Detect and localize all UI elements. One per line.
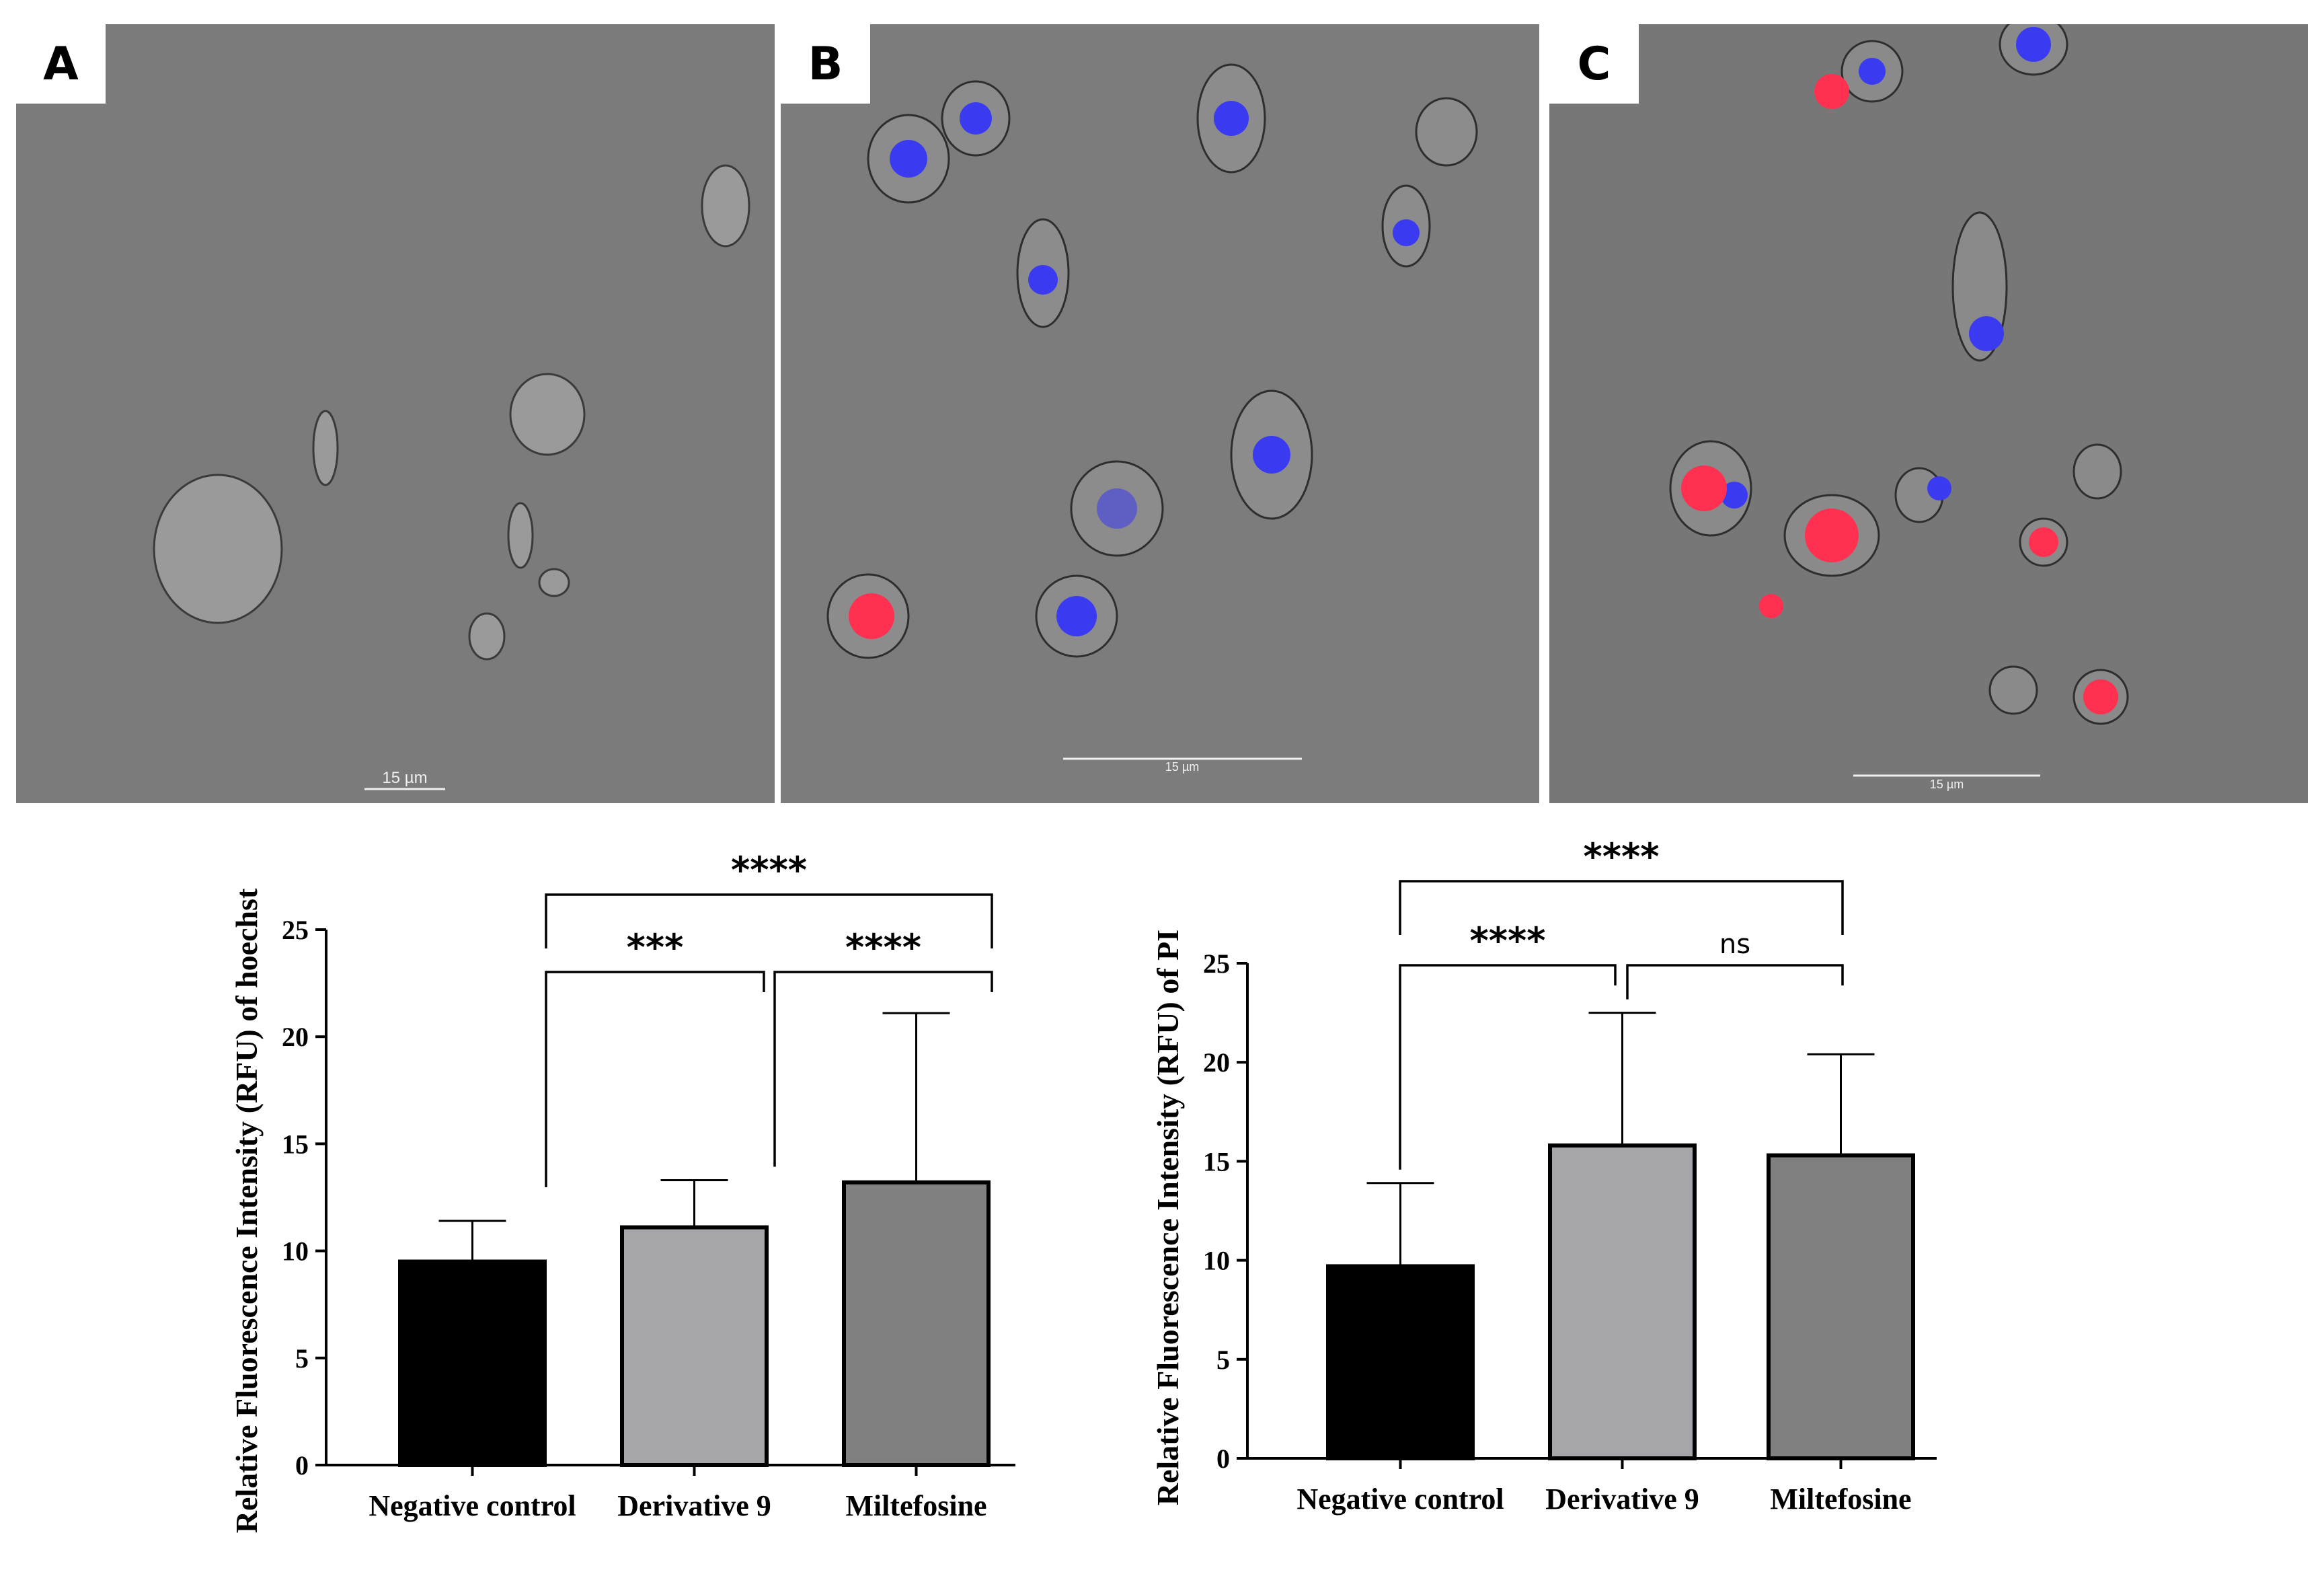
hoechst-bar-chart: Relative Fluorescence Intensity (RFU) of… <box>229 849 1015 1533</box>
y-tick-label: 15 <box>1203 1146 1230 1176</box>
hoechst-stained-nuclei <box>890 101 1420 636</box>
error-bar <box>1366 1182 1434 1267</box>
x-tick-label: Miltefosine <box>845 1489 986 1522</box>
y-tick-label: 15 <box>282 1129 309 1159</box>
micrograph-image-b: 15 µm <box>781 24 1539 803</box>
bracket-line <box>1399 880 1844 935</box>
error-bar <box>882 1012 950 1183</box>
x-tick-label: Derivative 9 <box>617 1489 771 1522</box>
y-tick-label: 25 <box>1203 948 1230 979</box>
bracket-line <box>1399 964 1617 1170</box>
scale-bar-label-b: 15 µm <box>1165 760 1199 774</box>
bar <box>1548 1143 1697 1460</box>
pi-stained-nuclei <box>1681 74 2118 714</box>
y-tick-label: 10 <box>282 1236 309 1267</box>
error-bar <box>1588 1012 1656 1146</box>
y-axis-label: Relative Fluorescence Intensity (RFU) of… <box>229 888 264 1533</box>
x-tick-label: Negative control <box>1296 1483 1504 1516</box>
bar <box>620 1225 769 1467</box>
significance-bracket: **** <box>545 849 993 948</box>
significance-bracket: *** <box>545 926 765 1187</box>
significance-label: ns <box>1719 929 1750 960</box>
significance-bracket: ns <box>1626 929 1844 1000</box>
pi-stained-nuclei <box>849 593 894 639</box>
x-tick-label: Negative control <box>369 1489 576 1522</box>
error-bar <box>438 1220 506 1262</box>
bar <box>842 1180 991 1467</box>
scale-bar-label-c: 15 µm <box>1930 778 1964 791</box>
bar <box>1767 1153 1915 1460</box>
micrograph-panel-a: 15 µm A <box>16 24 775 803</box>
pi-bar-chart: Relative Fluorescence Intensity (RFU) of… <box>1151 835 1937 1516</box>
bracket-line <box>545 971 765 1187</box>
hoechst-stained-nuclei <box>1721 27 2051 509</box>
error-bar <box>1807 1053 1875 1156</box>
significance-label: **** <box>1584 835 1660 878</box>
error-bar <box>660 1179 728 1228</box>
y-tick-label: 5 <box>295 1343 309 1374</box>
micrograph-image-c: 15 µm <box>1549 24 2308 803</box>
bracket-line <box>1626 964 1844 1000</box>
scale-bar-label-a: 15 µm <box>382 769 427 787</box>
y-tick-label: 25 <box>282 915 309 945</box>
y-tick-label: 10 <box>1203 1246 1230 1276</box>
bracket-line <box>773 971 993 1167</box>
panel-label-a: A <box>16 24 106 104</box>
significance-label: **** <box>1470 920 1546 962</box>
bar <box>398 1259 547 1468</box>
bar <box>1326 1264 1475 1460</box>
significance-label: **** <box>731 849 807 891</box>
panel-label-c: C <box>1549 24 1639 104</box>
bracket-line <box>545 893 993 948</box>
x-tick-label: Miltefosine <box>1770 1483 1911 1516</box>
significance-bracket: **** <box>773 926 993 1167</box>
y-tick-label: 20 <box>1203 1047 1230 1078</box>
panel-label-b: B <box>781 24 870 104</box>
significance-label: *** <box>627 926 684 969</box>
micrograph-panel-c: 15 µm C <box>1549 24 2308 803</box>
significance-label: **** <box>845 926 921 969</box>
y-tick-label: 20 <box>282 1022 309 1052</box>
micrograph-image-a: 15 µm <box>16 24 775 803</box>
y-tick-label: 0 <box>295 1450 309 1481</box>
y-tick-label: 0 <box>1216 1444 1230 1474</box>
significance-bracket: **** <box>1399 920 1617 1170</box>
y-axis-label: Relative Fluorescence Intensity (RFU) of… <box>1151 930 1185 1505</box>
y-tick-label: 5 <box>1216 1345 1230 1375</box>
significance-bracket: **** <box>1399 835 1844 935</box>
x-tick-label: Derivative 9 <box>1545 1483 1699 1516</box>
micrograph-panel-b: 15 µm B <box>781 24 1539 803</box>
